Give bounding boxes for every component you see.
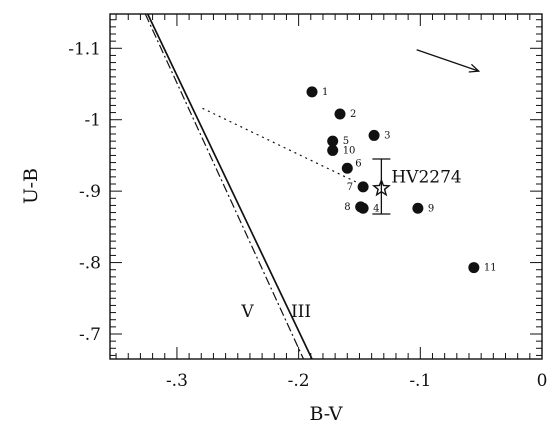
data-point <box>327 135 339 147</box>
class-line-v <box>144 13 305 360</box>
y-tick-label: -1.1 <box>68 39 101 59</box>
data-point <box>412 202 424 214</box>
y-tick-label: -1 <box>84 111 101 131</box>
star-icon <box>371 178 391 197</box>
x-tick-label: -.3 <box>166 371 188 391</box>
y-tick-label: -.7 <box>79 325 101 345</box>
reference-lines: V III <box>144 13 481 360</box>
data-point-label: 6 <box>355 158 361 169</box>
arrow-head <box>468 63 481 73</box>
data-point-label: 1 <box>322 87 328 98</box>
line-label: III <box>291 302 311 322</box>
x-tick-label: -.2 <box>288 371 310 391</box>
y-tick-label: -.8 <box>79 254 101 274</box>
data-point-label: 11 <box>484 263 497 274</box>
tick-labels: -.3 -.2 -.1 0 -1.1 -1 -.9 -.8 -.7 <box>68 39 547 391</box>
data-point <box>334 108 346 120</box>
reddening-arrow <box>416 49 479 72</box>
data-point-label: 5 <box>343 136 349 147</box>
line-label: V <box>240 302 254 322</box>
axis-ticks <box>110 14 543 359</box>
data-point <box>327 144 339 156</box>
x-tick-label: 0 <box>537 371 548 391</box>
data-point-label: 8 <box>344 202 350 213</box>
highlight-label: HV2274 <box>391 167 461 187</box>
y-tick-label: -.9 <box>79 182 101 202</box>
data-point <box>306 86 318 98</box>
data-point-label: 3 <box>384 130 390 141</box>
data-points: 1 2 3 510 6 7 8 4 9 11 <box>306 86 497 274</box>
plot-frame <box>109 13 543 360</box>
data-point-label: 4 <box>373 203 379 214</box>
data-point <box>341 162 353 174</box>
data-point-label: 7 <box>347 182 353 193</box>
class-line-iii <box>146 13 313 360</box>
data-point <box>357 202 369 214</box>
data-point <box>468 262 480 274</box>
data-point <box>368 129 380 141</box>
highlight-star: HV2274 <box>371 158 462 215</box>
data-point-label: 2 <box>350 109 356 120</box>
x-tick-label: -.1 <box>409 371 431 391</box>
y-axis-title: U-B <box>20 168 42 204</box>
data-point <box>357 181 369 193</box>
data-point-label: 9 <box>428 203 434 214</box>
data-point-label: 10 <box>343 145 356 156</box>
x-axis-title: B-V <box>309 403 342 425</box>
dotted-connector-line <box>202 107 370 189</box>
